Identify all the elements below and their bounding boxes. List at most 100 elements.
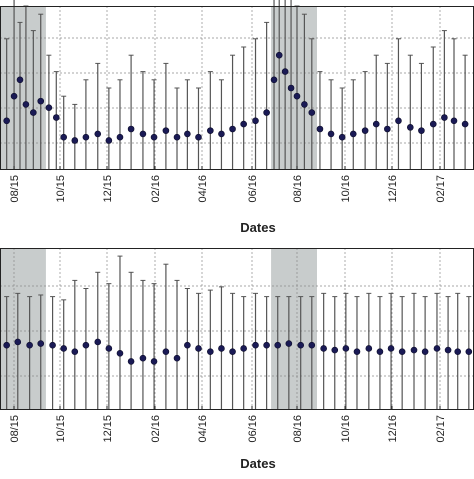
data-point [240, 120, 247, 128]
data-point [3, 341, 10, 349]
data-point [195, 133, 202, 141]
data-point [285, 340, 293, 347]
x-tick-label: 12/15 [102, 415, 114, 443]
chart-panel-2: 08/15 10/15 12/15 02/16 04/16 06/16 08/16 10/16… [0, 248, 474, 471]
data-point [14, 338, 22, 346]
data-point [376, 348, 384, 355]
data-point [429, 120, 437, 128]
data-point [195, 345, 202, 352]
data-point [127, 125, 135, 133]
data-point [308, 341, 316, 349]
x-tick-label: 02/17 [435, 175, 447, 203]
data-point [105, 345, 113, 352]
x-tick-label: 08/15 [9, 175, 21, 203]
data-point [139, 354, 147, 362]
data-point [287, 84, 295, 92]
data-point [116, 349, 124, 357]
data-point [281, 68, 289, 75]
data-point [297, 341, 304, 349]
data-point [407, 124, 414, 131]
data-point [349, 130, 357, 138]
data-point [274, 341, 282, 349]
data-point [49, 341, 56, 349]
data-point [410, 346, 418, 354]
shaded-period [0, 248, 46, 410]
data-point [22, 101, 30, 108]
data-point [218, 130, 225, 138]
x-axis-label: Dates [240, 456, 275, 471]
shaded-period [271, 248, 317, 410]
x-tick-label: 12/16 [387, 415, 399, 443]
data-point [263, 109, 270, 116]
data-point [263, 341, 270, 349]
data-point [461, 120, 469, 128]
data-point [229, 348, 236, 355]
data-point [252, 117, 259, 125]
data-point [387, 345, 395, 352]
x-tick-label: 06/16 [247, 175, 259, 203]
data-point [454, 348, 462, 355]
data-point [116, 133, 124, 141]
data-point [30, 109, 37, 116]
data-point [418, 127, 425, 134]
data-point [338, 133, 346, 141]
data-point [82, 133, 90, 141]
data-point [139, 130, 147, 138]
data-point [82, 341, 90, 349]
x-tick-label: 02/17 [435, 415, 447, 443]
data-point [444, 346, 452, 354]
data-point [384, 125, 391, 133]
data-point [240, 345, 247, 352]
data-point [105, 137, 113, 144]
data-point [37, 340, 45, 347]
data-point [45, 104, 53, 111]
data-point [3, 117, 10, 125]
x-tick-label: 10/15 [55, 175, 67, 203]
x-tick-label: 04/16 [197, 175, 209, 203]
x-tick-label: 10/16 [340, 415, 352, 443]
data-point [372, 120, 380, 128]
data-point [275, 51, 283, 59]
data-point [293, 92, 301, 100]
data-point [162, 348, 170, 355]
data-point [398, 348, 406, 355]
data-point [450, 117, 458, 125]
x-axis-label: Dates [240, 220, 275, 235]
data-point [71, 137, 79, 144]
data-point [10, 92, 18, 100]
data-point [365, 345, 373, 352]
shaded-period [0, 6, 46, 170]
x-tick-label: 04/16 [197, 415, 209, 443]
data-point [320, 345, 327, 352]
chart-panel-1: 08/15 10/15 12/15 02/16 04/16 06/16 08/16 10/16… [0, 0, 474, 235]
data-point [218, 345, 225, 352]
data-point [465, 348, 473, 355]
data-point [252, 341, 259, 349]
data-point [207, 348, 214, 355]
x-tick-label: 12/16 [387, 175, 399, 203]
data-point [173, 133, 181, 141]
data-point [16, 76, 24, 84]
data-point [441, 114, 448, 121]
data-point [60, 345, 67, 352]
data-point [173, 354, 181, 362]
data-point [184, 341, 191, 349]
data-point [353, 348, 361, 355]
data-point [229, 125, 236, 133]
data-point [26, 341, 33, 349]
data-point [60, 133, 67, 141]
x-tick-label: 08/15 [9, 415, 21, 443]
data-point [395, 117, 402, 125]
data-point [308, 109, 316, 116]
data-point [316, 125, 324, 133]
data-point [361, 127, 369, 134]
data-point [184, 130, 191, 138]
x-tick-label: 10/15 [55, 415, 67, 443]
data-point [433, 345, 441, 352]
x-tick-label: 08/16 [292, 415, 304, 443]
x-tick-label: 06/16 [247, 415, 259, 443]
x-tick-label: 02/16 [150, 175, 162, 203]
data-point [342, 345, 350, 352]
data-point [37, 97, 45, 105]
data-point [207, 127, 214, 134]
